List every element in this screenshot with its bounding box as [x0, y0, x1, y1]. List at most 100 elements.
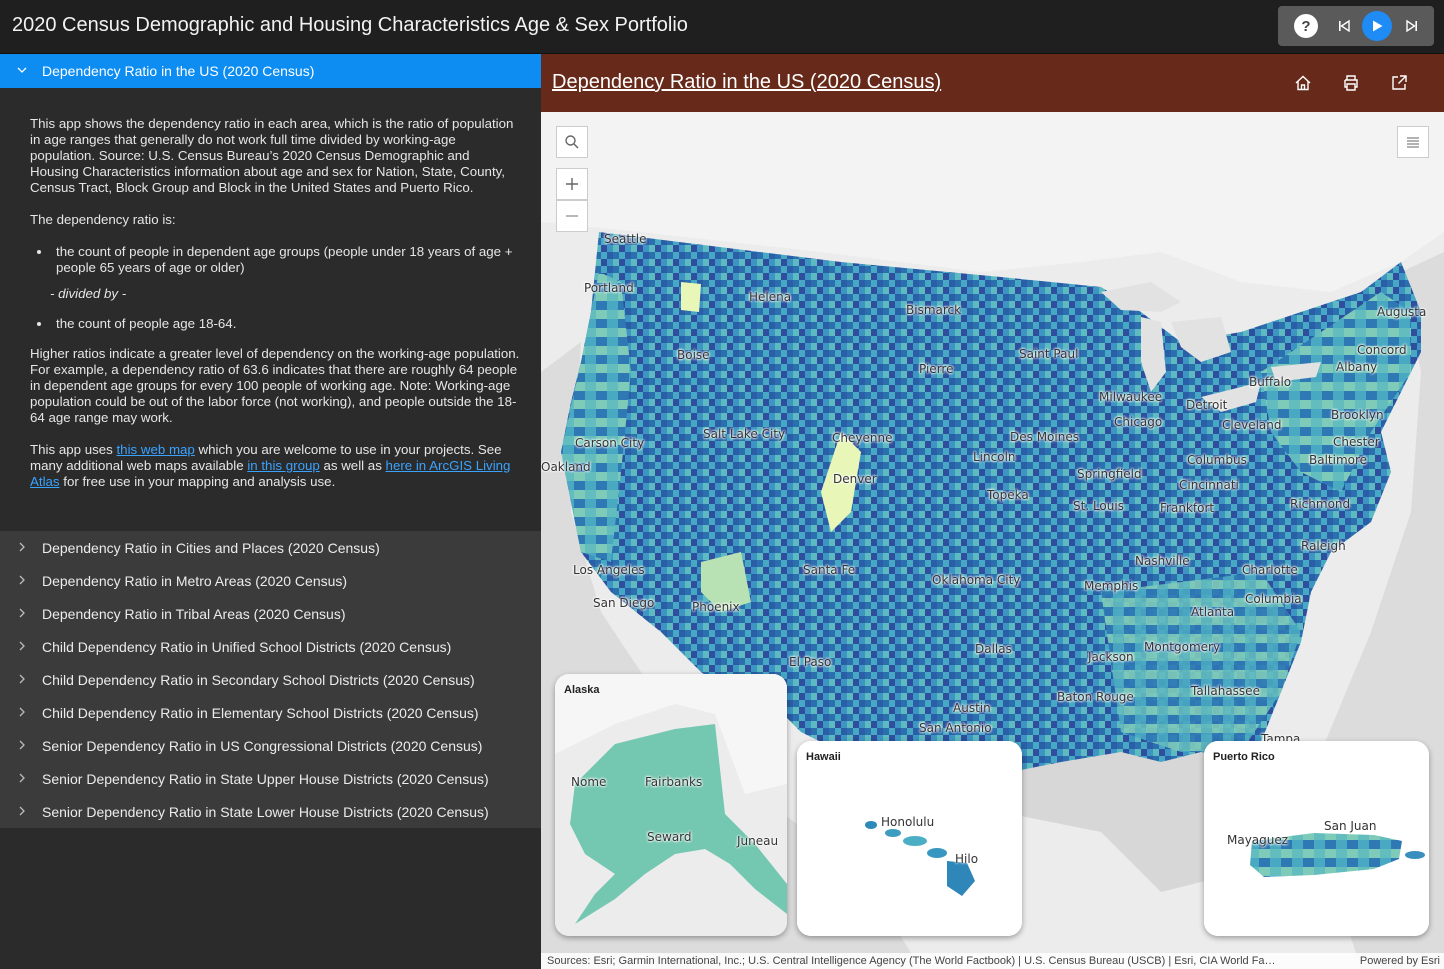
hawaii-map — [797, 741, 1022, 936]
city-label: Mayaguez — [1227, 833, 1289, 847]
city-label: Baltimore — [1309, 453, 1368, 467]
city-label: Buffalo — [1249, 375, 1292, 389]
city-label: Richmond — [1290, 497, 1351, 511]
accordion-item-label: Dependency Ratio in Tribal Areas (2020 C… — [42, 606, 346, 622]
city-label: Oakland — [541, 460, 591, 474]
city-label: Montgomery — [1144, 640, 1221, 654]
city-label: Raleigh — [1301, 539, 1346, 553]
map-title[interactable]: Dependency Ratio in the US (2020 Census) — [552, 71, 942, 93]
accordion-item[interactable]: Child Dependency Ratio in Unified School… — [0, 630, 541, 663]
city-label: San Juan — [1324, 819, 1377, 833]
accordion-item-label: Senior Dependency Ratio in State Upper H… — [42, 771, 489, 787]
web-map-link[interactable]: this web map — [116, 442, 195, 457]
alaska-inset[interactable]: Alaska Nome Fairbanks Seward Juneau — [555, 674, 787, 936]
accordion-item[interactable]: Child Dependency Ratio in Elementary Sch… — [0, 696, 541, 729]
city-label: Cheyenne — [832, 431, 893, 445]
city-label: El Paso — [789, 655, 832, 669]
story-controls: ? — [1278, 6, 1434, 46]
city-label: Brooklyn — [1331, 408, 1384, 422]
list-item: the count of people age 18-64. — [52, 316, 520, 332]
legend-button[interactable] — [1397, 126, 1429, 158]
city-label: St. Louis — [1073, 499, 1124, 513]
city-label: Cleveland — [1222, 418, 1282, 432]
living-atlas-link[interactable]: here in ArcGIS Living Atlas — [30, 458, 511, 489]
next-button[interactable] — [1400, 14, 1424, 38]
city-label: Springfield — [1077, 467, 1142, 481]
print-button[interactable] — [1341, 73, 1361, 93]
accordion-item[interactable]: Senior Dependency Ratio in State Upper H… — [0, 762, 541, 795]
text: which you are welcome to use in your pro… — [30, 442, 502, 473]
home-icon — [1295, 75, 1311, 91]
city-label: Boise — [677, 348, 710, 362]
chevron-right-icon — [19, 608, 25, 618]
play-button[interactable] — [1362, 11, 1392, 41]
city-label: Seattle — [604, 232, 647, 246]
help-button[interactable]: ? — [1294, 14, 1318, 38]
inset-title: Puerto Rico — [1213, 751, 1275, 763]
puerto-rico-map — [1204, 741, 1429, 936]
list-item: the count of people in dependent age gro… — [52, 244, 520, 276]
skip-forward-icon — [1406, 19, 1417, 33]
city-label: Memphis — [1084, 579, 1139, 593]
city-label: Topeka — [987, 488, 1029, 502]
city-label: Juneau — [737, 834, 779, 848]
accordion-item[interactable]: Child Dependency Ratio in Secondary Scho… — [0, 663, 541, 696]
map-view[interactable]: Seattle Portland Helena Bismarck Boise S… — [541, 112, 1444, 969]
accordion-item-label: Dependency Ratio in Metro Areas (2020 Ce… — [42, 573, 348, 589]
search-icon — [565, 135, 579, 149]
search-button[interactable] — [556, 126, 588, 158]
accordion-item-label: Child Dependency Ratio in Secondary Scho… — [42, 672, 475, 688]
city-label: Tallahassee — [1191, 684, 1260, 698]
city-label: Helena — [749, 290, 792, 304]
text: for free use in your mapping and analysi… — [59, 474, 336, 489]
accordion-item-label: Senior Dependency Ratio in State Lower H… — [42, 804, 489, 820]
chevron-right-icon — [19, 773, 25, 783]
city-label: Frankfort — [1160, 501, 1215, 515]
description-paragraph: This app shows the dependency ratio in e… — [30, 116, 514, 195]
city-label: Salt Lake City — [703, 427, 786, 441]
city-label: Columbia — [1245, 592, 1302, 606]
chevron-right-icon — [19, 707, 25, 717]
accordion-item-label: Dependency Ratio in the US (2020 Census) — [42, 63, 315, 79]
side-panel: Dependency Ratio in the US (2020 Census)… — [0, 54, 541, 969]
app-header: 2020 Census Demographic and Housing Char… — [0, 0, 1444, 54]
city-label: Oklahoma City — [932, 573, 1021, 587]
previous-button[interactable] — [1332, 14, 1356, 38]
home-button[interactable] — [1293, 73, 1313, 93]
chevron-right-icon — [19, 740, 25, 750]
city-label: Seward — [647, 830, 692, 844]
accordion-item[interactable]: Senior Dependency Ratio in US Congressio… — [0, 729, 541, 762]
zoom-in-button[interactable] — [556, 168, 588, 200]
ratio-list: the count of people age 18-64. — [52, 316, 520, 332]
group-link[interactable]: in this group — [247, 458, 320, 473]
description-paragraph: This app uses this web map which you are… — [30, 442, 520, 490]
hawaii-inset[interactable]: Hawaii Honolulu Hilo — [797, 741, 1022, 936]
city-label: Bismarck — [906, 303, 962, 317]
city-label: Charlotte — [1242, 563, 1298, 577]
city-label: Concord — [1357, 343, 1407, 357]
accordion-item[interactable]: Dependency Ratio in Tribal Areas (2020 C… — [0, 597, 541, 630]
accordion-item-active[interactable]: Dependency Ratio in the US (2020 Census) — [0, 54, 541, 88]
play-icon — [1373, 20, 1383, 32]
accordion-item[interactable]: Dependency Ratio in Cities and Places (2… — [0, 531, 541, 564]
chevron-right-icon — [19, 806, 25, 816]
minus-icon — [566, 215, 578, 217]
attribution-text[interactable]: Sources: Esri; Garmin International, Inc… — [547, 955, 1276, 967]
puerto-rico-inset[interactable]: Puerto Rico San Juan Mayaguez — [1204, 741, 1429, 936]
city-label: Cincinnati — [1179, 478, 1239, 492]
city-label: Denver — [833, 472, 877, 486]
inset-title: Hawaii — [806, 751, 841, 763]
city-label: Albany — [1336, 360, 1378, 374]
city-label: Portland — [584, 281, 634, 295]
print-icon — [1344, 75, 1358, 91]
city-label: Des Moines — [1010, 430, 1079, 444]
accordion-item[interactable]: Dependency Ratio in Metro Areas (2020 Ce… — [0, 564, 541, 597]
share-button[interactable] — [1389, 73, 1409, 93]
chevron-right-icon — [19, 575, 25, 585]
plus-icon — [566, 178, 578, 190]
zoom-out-button[interactable] — [556, 200, 588, 232]
powered-by-esri[interactable]: Powered by Esri — [1359, 955, 1440, 967]
map-header: Dependency Ratio in the US (2020 Census) — [541, 54, 1444, 112]
accordion-item[interactable]: Senior Dependency Ratio in State Lower H… — [0, 795, 541, 828]
share-icon — [1392, 75, 1407, 90]
